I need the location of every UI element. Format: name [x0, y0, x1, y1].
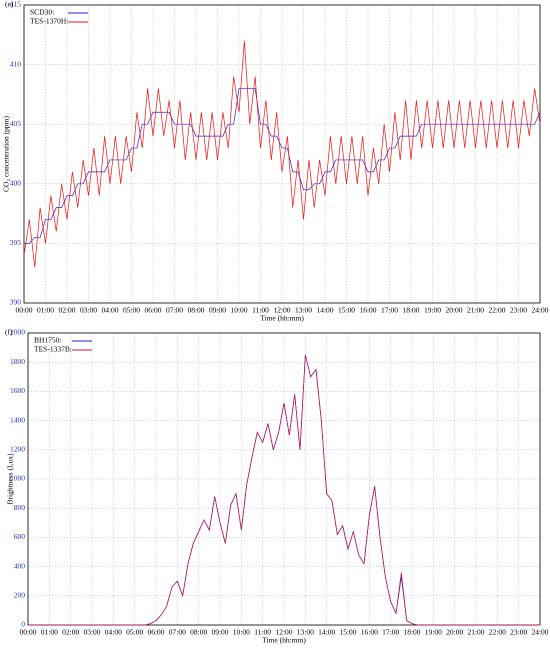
y-tick-label: 1800 — [10, 357, 25, 366]
legend-label: TES-1370H: — [30, 17, 68, 26]
y-tick-label: 390 — [10, 298, 22, 307]
x-tick-label: 14:00 — [316, 306, 333, 315]
x-tick-label: 01:00 — [37, 306, 54, 315]
x-tick-label: 01:00 — [41, 628, 58, 637]
legend-label: SCD30: — [30, 8, 54, 17]
x-tick-label: 20:00 — [446, 628, 463, 637]
x-tick-label: 17:00 — [382, 628, 399, 637]
x-tick-label: 16:00 — [359, 306, 376, 315]
x-tick-label: 22:00 — [489, 628, 506, 637]
plot-frame — [23, 4, 541, 304]
y-tick-label: 400 — [14, 561, 26, 570]
x-tick-label: 05:00 — [123, 306, 140, 315]
y-tick-label: 410 — [10, 59, 22, 68]
y-tick-label: 800 — [14, 503, 26, 512]
y-tick-label: 1400 — [10, 415, 25, 424]
plot-frame — [27, 332, 541, 626]
x-tick-label: 18:00 — [403, 628, 420, 637]
x-tick-label: 15:00 — [339, 628, 356, 637]
legend-label: BH1750: — [34, 336, 62, 345]
x-tick-label: 10:00 — [233, 628, 250, 637]
x-tick-label: 05:00 — [126, 628, 143, 637]
x-tick-label: 11:00 — [252, 306, 269, 315]
y-tick-label: 1000 — [10, 474, 25, 483]
y-tick-label: 405 — [10, 119, 22, 128]
y-axis-label: CO₂ concentration (ppm) — [2, 116, 11, 192]
x-tick-label: 00:00 — [15, 306, 32, 315]
y-tick-label: 2000 — [10, 328, 25, 337]
y-tick-label: 1600 — [10, 386, 25, 395]
x-tick-label: 09:00 — [211, 628, 228, 637]
x-tick-label: 06:00 — [144, 306, 161, 315]
y-tick-label: 600 — [14, 532, 26, 541]
x-tick-label: 12:00 — [273, 306, 290, 315]
x-tick-label: 18:00 — [402, 306, 419, 315]
x-tick-label: 09:00 — [209, 306, 226, 315]
legend-label: TES-1337B: — [34, 345, 72, 354]
x-tick-label: 14:00 — [318, 628, 335, 637]
data-line — [24, 88, 541, 244]
y-tick-label: 395 — [10, 238, 22, 247]
x-tick-label: 04:00 — [101, 306, 118, 315]
x-tick-label: 02:00 — [58, 306, 75, 315]
x-tick-label: 19:00 — [425, 628, 442, 637]
x-tick-label: 21:00 — [467, 628, 484, 637]
x-tick-label: 23:00 — [510, 628, 527, 637]
x-tick-label: 03:00 — [80, 306, 97, 315]
x-tick-label: 12:00 — [275, 628, 292, 637]
y-tick-label: 415 — [10, 0, 22, 9]
x-tick-label: 24:00 — [531, 628, 548, 637]
x-tick-label: 13:00 — [295, 306, 312, 315]
x-tick-label: 17:00 — [381, 306, 398, 315]
panel-label: (e) — [5, 0, 14, 9]
x-tick-label: 04:00 — [105, 628, 122, 637]
x-tick-label: 23:00 — [510, 306, 527, 315]
x-axis-label: Time (hh:mm) — [262, 636, 306, 645]
x-tick-label: 20:00 — [445, 306, 462, 315]
x-tick-label: 07:00 — [169, 628, 186, 637]
y-tick-label: 1200 — [10, 445, 25, 454]
x-tick-label: 24:00 — [531, 306, 548, 315]
x-tick-label: 08:00 — [187, 306, 204, 315]
x-tick-label: 03:00 — [83, 628, 100, 637]
x-tick-label: 21:00 — [467, 306, 484, 315]
x-tick-label: 00:00 — [19, 628, 36, 637]
y-axis-label: Brightness (Lux) — [6, 453, 15, 505]
y-tick-label: 0 — [21, 620, 25, 629]
x-axis-label: Time (hh:mm) — [260, 314, 304, 323]
panel-label: (f) — [5, 328, 13, 337]
x-tick-label: 11:00 — [254, 628, 271, 637]
y-tick-label: 200 — [14, 591, 26, 600]
x-tick-label: 22:00 — [488, 306, 505, 315]
x-tick-label: 15:00 — [338, 306, 355, 315]
x-tick-label: 02:00 — [62, 628, 79, 637]
x-tick-label: 08:00 — [190, 628, 207, 637]
data-line — [23, 40, 541, 268]
data-line — [28, 354, 540, 626]
x-tick-label: 10:00 — [230, 306, 247, 315]
y-tick-label: 400 — [10, 179, 22, 188]
x-tick-label: 19:00 — [424, 306, 441, 315]
x-tick-label: 16:00 — [361, 628, 378, 637]
x-tick-label: 13:00 — [297, 628, 314, 637]
x-tick-label: 07:00 — [166, 306, 183, 315]
x-tick-label: 06:00 — [147, 628, 164, 637]
